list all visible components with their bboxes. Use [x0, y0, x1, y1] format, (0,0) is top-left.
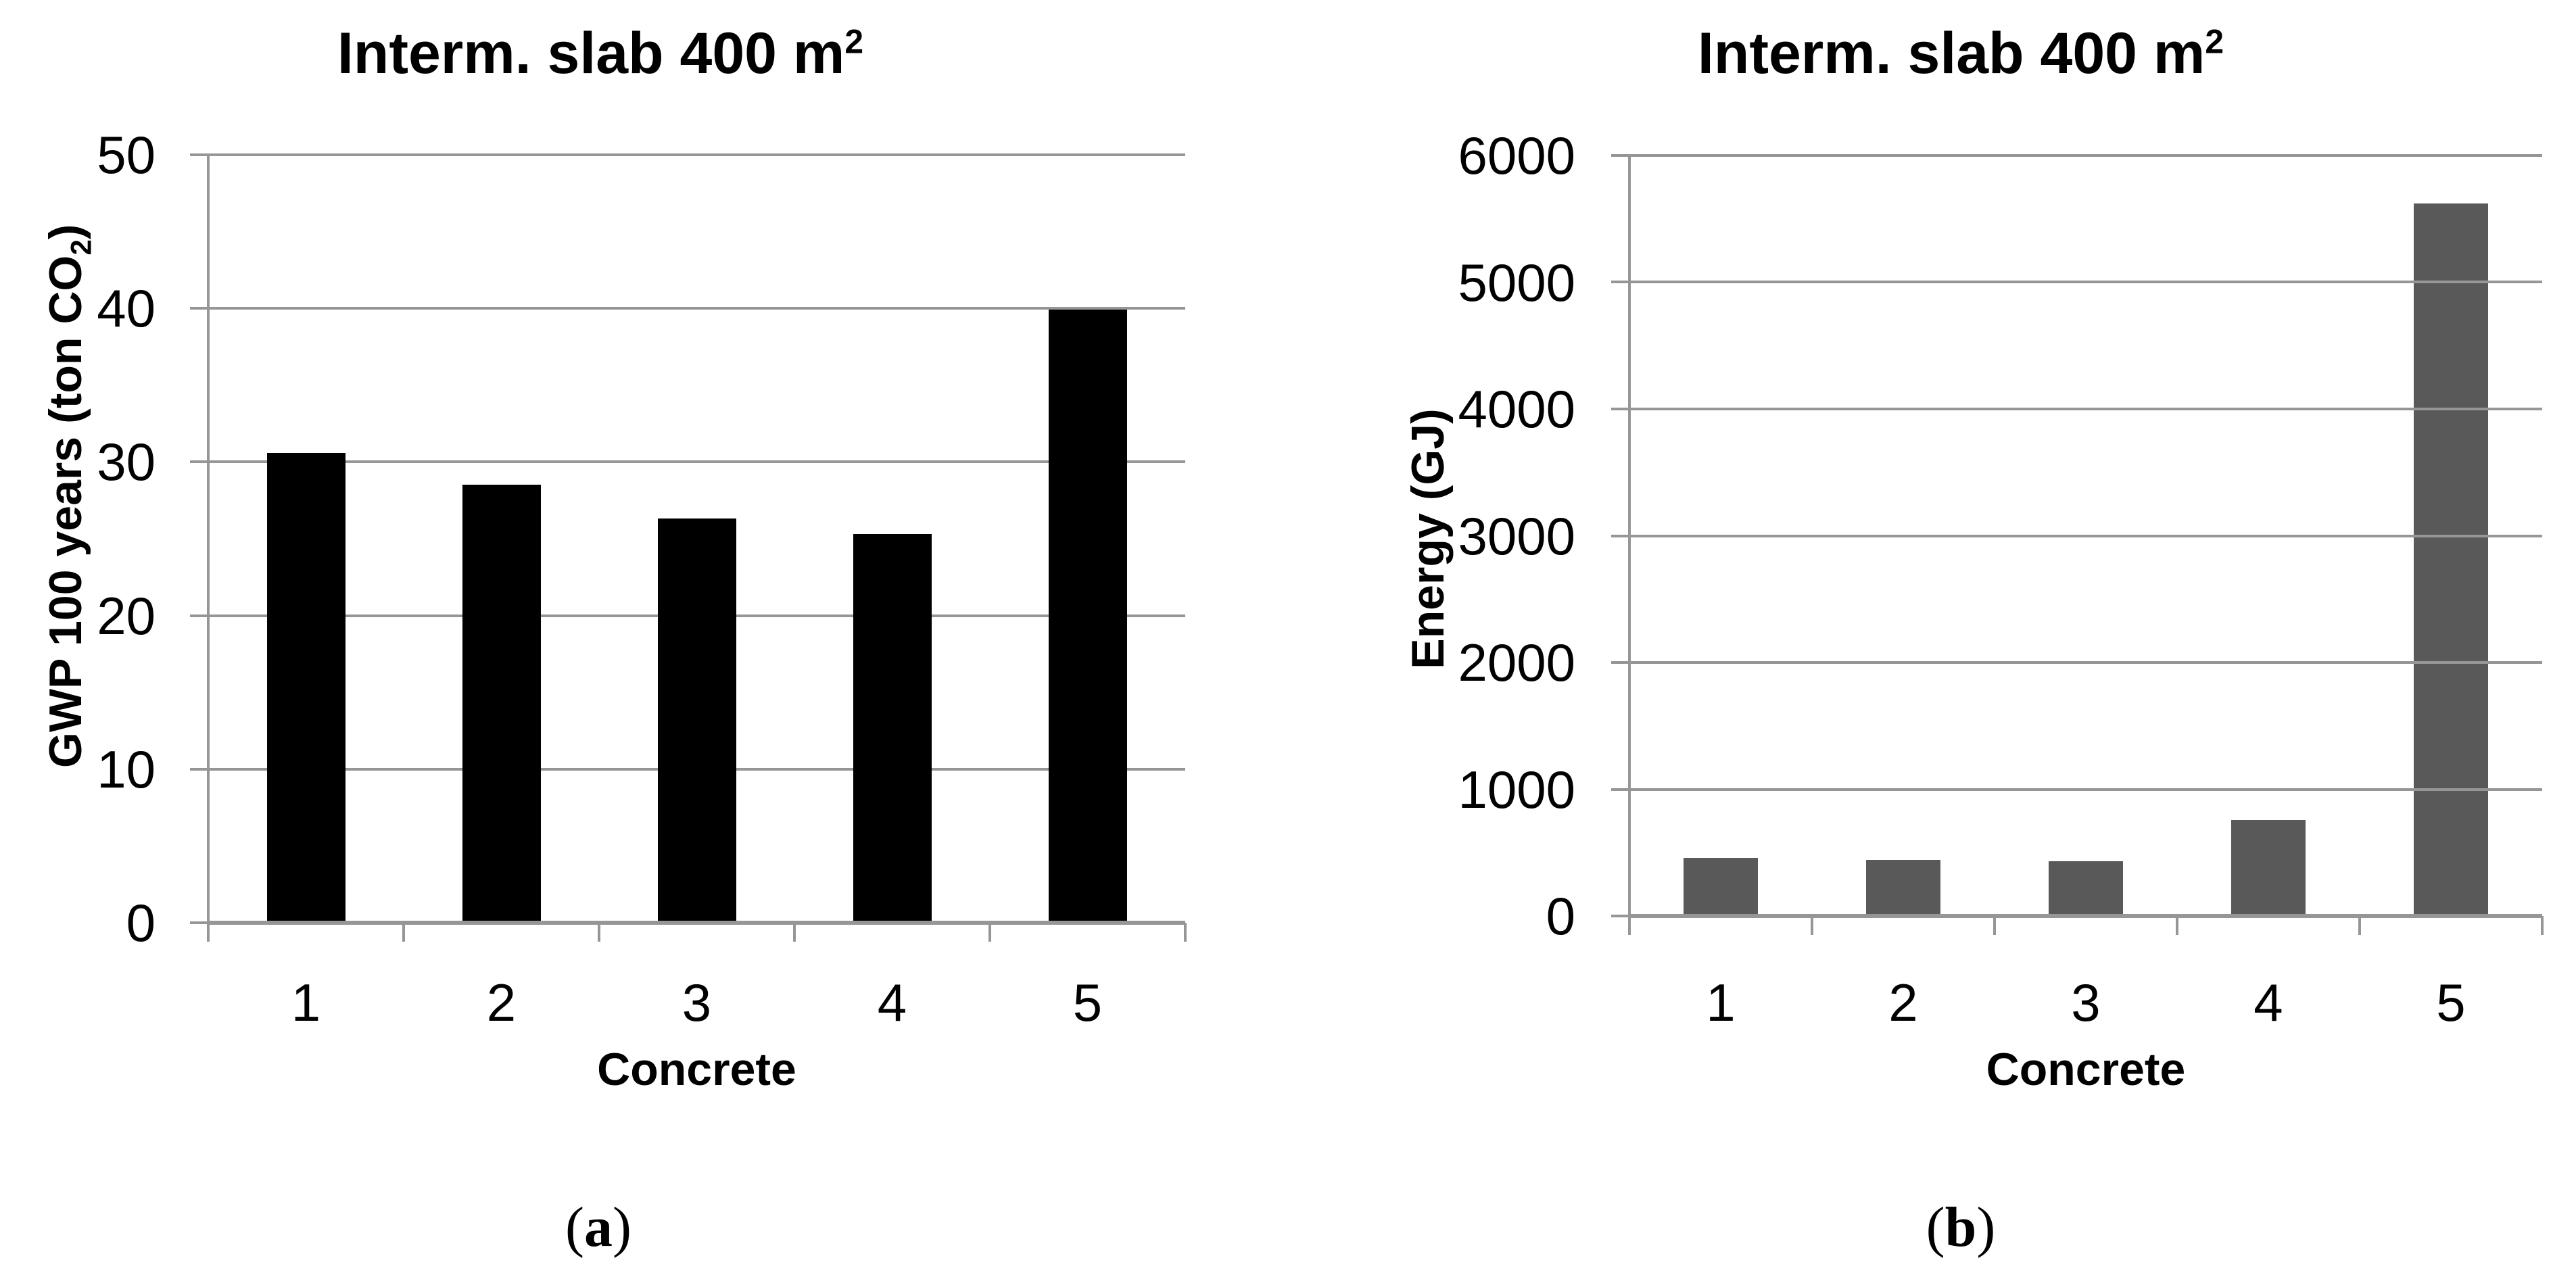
caption-letter: a	[584, 1196, 613, 1259]
chart-title-text: Interm. slab 400 m	[1697, 21, 2205, 86]
gridline	[1629, 534, 2542, 537]
x-tick-mark	[1628, 916, 1631, 935]
bar-concrete-3	[2049, 861, 2123, 916]
caption-paren-close: )	[613, 1196, 631, 1259]
x-tick-label: 4	[2253, 973, 2283, 1032]
x-tick-label: 2	[1888, 973, 1918, 1032]
x-tick-label: 3	[682, 973, 712, 1032]
x-tick-label: 5	[1072, 973, 1103, 1032]
y-tick-mark	[190, 767, 208, 771]
x-tick-label: 1	[1706, 973, 1736, 1032]
bar-concrete-4	[2231, 819, 2306, 916]
chart-panel-b: Interm. slab 400 m2 Energy (GJ) 6000 5000…	[1288, 0, 2576, 1279]
y-tick-label: 10	[97, 739, 156, 799]
y-axis-line	[207, 153, 210, 942]
x-axis-title: Concrete	[597, 1044, 796, 1095]
y-tick-label: 30	[97, 432, 156, 492]
chart-title: Interm. slab 400 m2	[1433, 19, 2488, 89]
x-tick-mark	[598, 923, 600, 942]
y-tick-mark	[190, 153, 208, 156]
y-tick-label: 2000	[1458, 633, 1575, 692]
x-tick-label: 5	[2436, 973, 2466, 1032]
x-tick-mark	[988, 923, 991, 942]
y-tick-mark	[1611, 534, 1629, 537]
y-tick-label: 6000	[1458, 126, 1575, 185]
x-tick-label: 2	[486, 973, 517, 1032]
bar-concrete-3	[657, 518, 736, 923]
y-tick-label: 0	[1546, 886, 1575, 946]
y-tick-mark	[1611, 915, 1629, 917]
x-tick-mark	[2176, 916, 2178, 935]
gridline	[1629, 407, 2542, 410]
plot-area	[1611, 154, 2544, 935]
chart-title-superscript: 2	[2205, 22, 2224, 61]
y-tick-label: 50	[97, 125, 156, 185]
gridline	[1629, 281, 2542, 284]
x-tick-mark	[2358, 916, 2361, 935]
y-axis-tick-labels: 6000 5000 4000 3000 2000 1000 0	[1288, 129, 1575, 942]
gridline	[208, 153, 1185, 156]
gridline	[1629, 154, 2542, 157]
caption-paren-open: (	[1926, 1196, 1945, 1259]
caption-paren-open: (	[565, 1196, 584, 1259]
chart-title-text: Interm. slab 400 m	[337, 21, 845, 86]
y-tick-mark	[190, 460, 208, 464]
bar-concrete-1	[266, 452, 345, 923]
x-tick-mark	[1184, 923, 1187, 942]
y-tick-mark	[1611, 407, 1629, 410]
y-tick-label: 20	[97, 585, 156, 646]
bar-concrete-1	[1684, 857, 1758, 916]
y-tick-label: 5000	[1458, 252, 1575, 312]
y-tick-label: 4000	[1458, 379, 1575, 439]
x-tick-label: 1	[291, 973, 321, 1032]
x-tick-mark	[1993, 916, 1996, 935]
x-axis-line	[208, 921, 1185, 925]
x-tick-mark	[793, 923, 796, 942]
y-tick-mark	[1611, 788, 1629, 791]
x-axis-tick-labels: 1 2 3 4 5	[208, 976, 1185, 1037]
y-tick-mark	[1611, 154, 1629, 157]
caption-letter: b	[1945, 1196, 1977, 1259]
bar-concrete-2	[462, 485, 541, 923]
x-axis-line	[1629, 914, 2542, 918]
bar-concrete-2	[1866, 859, 1940, 916]
chart-title: Interm. slab 400 m2	[0, 19, 1201, 89]
x-tick-mark	[2541, 916, 2544, 935]
y-axis-line	[1628, 154, 1631, 935]
chart-panel-a: Interm. slab 400 m2 GWP 100 years (ton C…	[0, 19, 1201, 1262]
x-axis-tick-labels: 1 2 3 4 5	[1629, 976, 2542, 1037]
y-tick-mark	[190, 614, 208, 617]
gridline	[1629, 660, 2542, 664]
x-tick-mark	[402, 923, 405, 942]
gridline	[208, 460, 1185, 464]
y-tick-label: 1000	[1458, 759, 1575, 819]
x-tick-mark	[207, 923, 210, 942]
bar-concrete-5	[1048, 310, 1127, 923]
y-tick-mark	[190, 307, 208, 310]
y-tick-mark	[1611, 660, 1629, 664]
x-tick-mark	[1811, 916, 1813, 935]
y-tick-mark	[190, 921, 208, 924]
plot-area	[190, 153, 1187, 942]
y-tick-label: 40	[97, 279, 156, 339]
y-axis-tick-labels: 50 40 30 20 10 0	[0, 128, 156, 949]
bar-concrete-5	[2414, 203, 2488, 916]
x-axis-title: Concrete	[1986, 1044, 2186, 1095]
y-tick-mark	[1611, 281, 1629, 284]
gridline	[1629, 788, 2542, 791]
bar-concrete-4	[853, 534, 932, 923]
x-tick-label: 3	[2071, 973, 2101, 1032]
y-tick-label: 0	[126, 893, 156, 952]
subfigure-caption-a: (a)	[0, 1194, 1197, 1262]
chart-title-superscript: 2	[844, 22, 864, 61]
gridline	[208, 307, 1185, 310]
subfigure-caption-b: (b)	[1433, 1194, 2488, 1262]
x-tick-label: 4	[877, 973, 907, 1032]
caption-paren-close: )	[1976, 1196, 1996, 1259]
y-tick-label: 3000	[1458, 506, 1575, 566]
